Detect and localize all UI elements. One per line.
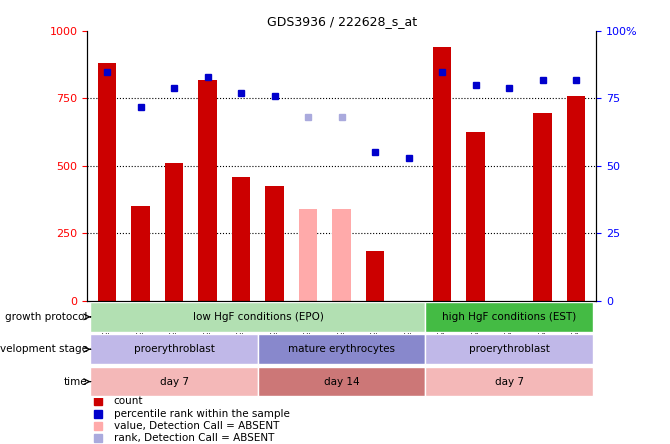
Text: proerythroblast: proerythroblast — [469, 344, 549, 354]
Text: development stage: development stage — [0, 344, 88, 354]
Text: high HgF conditions (EST): high HgF conditions (EST) — [442, 312, 576, 322]
Text: mature erythrocytes: mature erythrocytes — [288, 344, 395, 354]
Bar — [131, 206, 150, 301]
Text: value, Detection Call = ABSENT: value, Detection Call = ABSENT — [114, 421, 279, 432]
Text: day 7: day 7 — [494, 377, 524, 387]
Bar — [433, 47, 452, 301]
Bar — [98, 63, 117, 301]
Bar — [232, 177, 251, 301]
Bar — [90, 334, 258, 364]
Text: proerythroblast: proerythroblast — [134, 344, 214, 354]
Bar — [258, 367, 425, 396]
Text: count: count — [114, 396, 143, 406]
Bar — [425, 302, 593, 332]
Bar — [90, 302, 425, 332]
Text: day 7: day 7 — [159, 377, 189, 387]
Bar — [165, 163, 184, 301]
Bar — [198, 79, 217, 301]
Text: rank, Detection Call = ABSENT: rank, Detection Call = ABSENT — [114, 433, 274, 444]
Bar — [265, 186, 284, 301]
Bar — [425, 367, 593, 396]
Title: GDS3936 / 222628_s_at: GDS3936 / 222628_s_at — [267, 16, 417, 28]
Bar — [258, 334, 425, 364]
Bar — [567, 96, 586, 301]
Text: low HgF conditions (EPO): low HgF conditions (EPO) — [192, 312, 324, 322]
Bar — [299, 209, 318, 301]
Bar — [366, 251, 385, 301]
Bar — [425, 334, 593, 364]
Bar — [332, 209, 351, 301]
Text: time: time — [64, 377, 88, 387]
Text: percentile rank within the sample: percentile rank within the sample — [114, 409, 289, 419]
Bar — [90, 367, 258, 396]
Bar — [533, 113, 552, 301]
Bar — [466, 132, 485, 301]
Text: day 14: day 14 — [324, 377, 360, 387]
Text: growth protocol: growth protocol — [5, 312, 88, 322]
